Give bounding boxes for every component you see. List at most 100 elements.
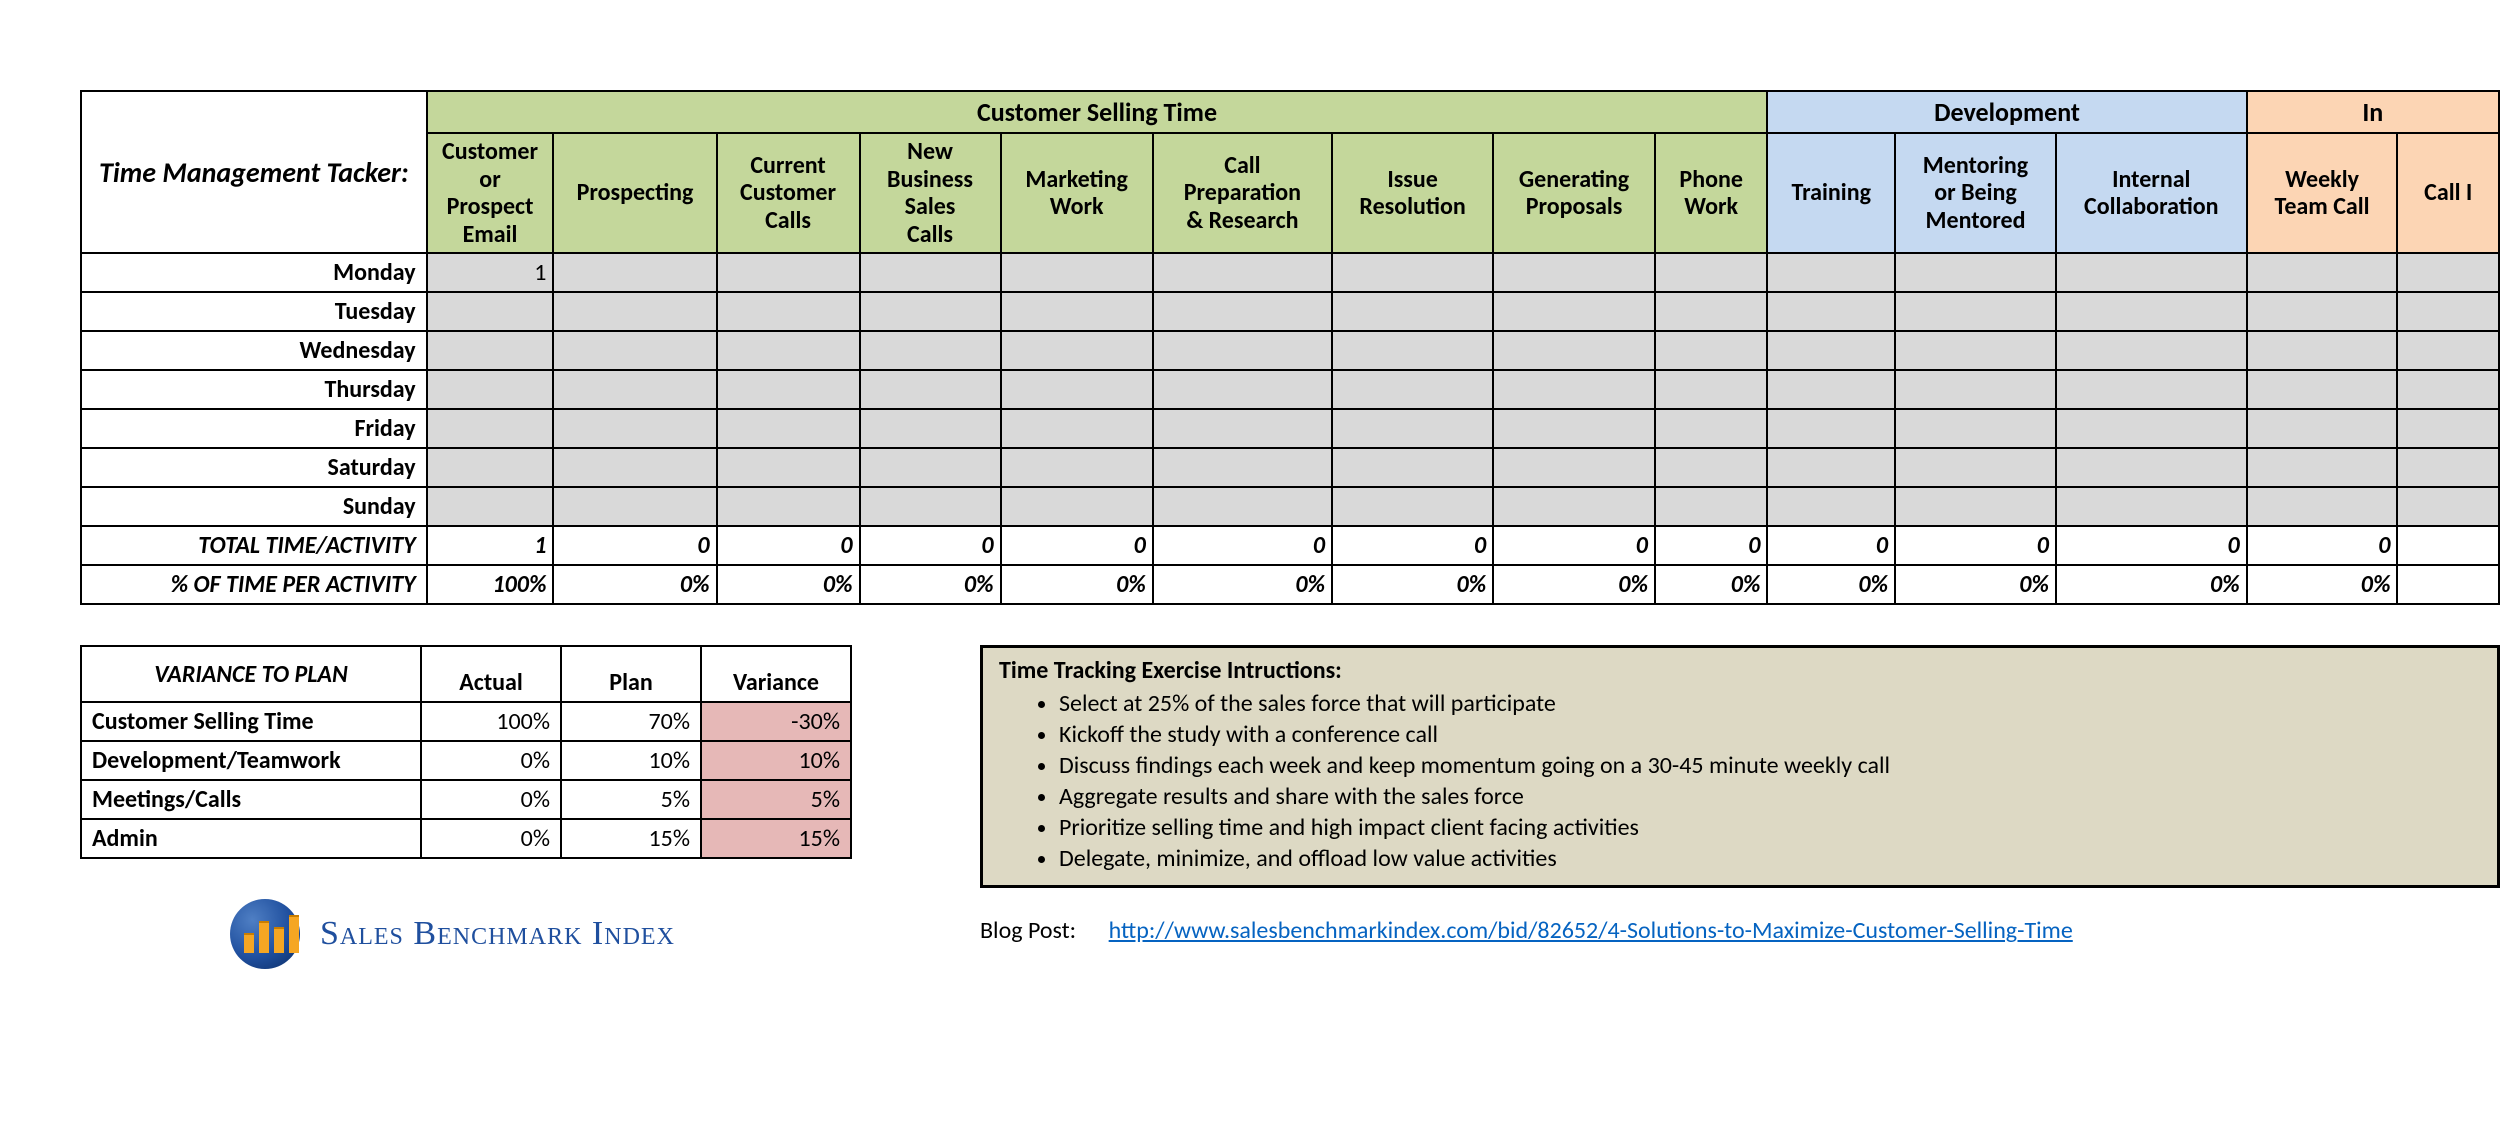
data-cell[interactable] — [1767, 253, 1895, 292]
data-cell[interactable] — [2056, 448, 2247, 487]
data-cell[interactable] — [1493, 253, 1655, 292]
data-cell[interactable] — [2056, 292, 2247, 331]
data-cell[interactable] — [1153, 370, 1332, 409]
data-cell[interactable] — [2056, 370, 2247, 409]
data-cell[interactable] — [1153, 331, 1332, 370]
data-cell[interactable] — [717, 409, 860, 448]
data-cell[interactable] — [717, 487, 860, 526]
data-cell[interactable] — [1493, 331, 1655, 370]
data-cell[interactable] — [1332, 448, 1493, 487]
data-cell[interactable] — [860, 370, 1001, 409]
data-cell[interactable] — [553, 253, 716, 292]
data-cell[interactable] — [1655, 253, 1767, 292]
data-cell[interactable] — [1001, 487, 1153, 526]
data-cell[interactable] — [1895, 370, 2056, 409]
data-cell[interactable] — [1001, 448, 1153, 487]
data-cell[interactable] — [1332, 331, 1493, 370]
data-cell[interactable] — [1895, 448, 2056, 487]
data-cell[interactable] — [1153, 448, 1332, 487]
data-cell[interactable] — [2247, 331, 2398, 370]
data-cell[interactable] — [1001, 409, 1153, 448]
data-cell[interactable] — [1332, 292, 1493, 331]
data-cell[interactable] — [1493, 292, 1655, 331]
data-cell[interactable] — [1895, 487, 2056, 526]
data-cell[interactable] — [1153, 409, 1332, 448]
data-cell[interactable] — [1153, 292, 1332, 331]
data-cell[interactable] — [553, 331, 716, 370]
data-cell[interactable] — [1655, 370, 1767, 409]
data-cell[interactable] — [1001, 331, 1153, 370]
data-cell[interactable] — [717, 253, 860, 292]
data-cell[interactable] — [1153, 253, 1332, 292]
data-cell[interactable] — [2397, 370, 2499, 409]
data-cell[interactable] — [2397, 292, 2499, 331]
data-cell[interactable] — [553, 448, 716, 487]
data-cell[interactable] — [427, 409, 554, 448]
data-cell[interactable] — [2056, 409, 2247, 448]
data-cell[interactable] — [2056, 331, 2247, 370]
data-cell[interactable] — [2397, 253, 2499, 292]
data-cell[interactable] — [1332, 487, 1493, 526]
data-cell[interactable] — [2397, 448, 2499, 487]
data-cell[interactable] — [1332, 370, 1493, 409]
data-cell[interactable] — [2247, 292, 2398, 331]
data-cell[interactable] — [1493, 448, 1655, 487]
data-cell[interactable] — [860, 409, 1001, 448]
data-cell[interactable]: 1 — [427, 253, 554, 292]
data-cell[interactable] — [1001, 292, 1153, 331]
data-cell[interactable] — [1493, 409, 1655, 448]
data-cell[interactable] — [2397, 331, 2499, 370]
data-cell[interactable] — [1767, 487, 1895, 526]
data-cell[interactable] — [1493, 487, 1655, 526]
data-cell[interactable] — [553, 370, 716, 409]
data-cell[interactable] — [427, 292, 554, 331]
data-cell[interactable] — [1767, 292, 1895, 331]
data-cell[interactable] — [1767, 448, 1895, 487]
data-cell[interactable] — [1895, 292, 2056, 331]
data-cell[interactable] — [1493, 370, 1655, 409]
data-cell[interactable] — [553, 487, 716, 526]
data-cell[interactable] — [2247, 370, 2398, 409]
variance-col-header: Actual — [421, 646, 561, 702]
data-cell[interactable] — [1767, 370, 1895, 409]
data-cell[interactable] — [2056, 253, 2247, 292]
data-cell[interactable] — [2247, 487, 2398, 526]
data-cell[interactable] — [1655, 409, 1767, 448]
data-cell[interactable] — [2247, 448, 2398, 487]
data-cell[interactable] — [427, 448, 554, 487]
data-cell[interactable] — [2397, 487, 2499, 526]
blog-link[interactable]: http://www.salesbenchmarkindex.com/bid/8… — [1109, 916, 2073, 945]
data-cell[interactable] — [717, 292, 860, 331]
data-cell[interactable] — [717, 370, 860, 409]
data-cell[interactable] — [1895, 331, 2056, 370]
data-cell[interactable] — [860, 292, 1001, 331]
data-cell[interactable] — [1001, 253, 1153, 292]
data-cell[interactable] — [1655, 448, 1767, 487]
data-cell[interactable] — [860, 487, 1001, 526]
data-cell[interactable] — [1655, 292, 1767, 331]
data-cell[interactable] — [860, 253, 1001, 292]
data-cell[interactable] — [717, 448, 860, 487]
data-cell[interactable] — [427, 370, 554, 409]
data-cell[interactable] — [553, 409, 716, 448]
data-cell[interactable] — [717, 331, 860, 370]
data-cell[interactable] — [427, 487, 554, 526]
data-cell[interactable] — [860, 448, 1001, 487]
data-cell[interactable] — [1767, 331, 1895, 370]
data-cell[interactable] — [860, 331, 1001, 370]
data-cell[interactable] — [1767, 409, 1895, 448]
data-cell[interactable] — [2247, 253, 2398, 292]
data-cell[interactable] — [1895, 253, 2056, 292]
data-cell[interactable] — [553, 292, 716, 331]
data-cell[interactable] — [1153, 487, 1332, 526]
data-cell[interactable] — [2247, 409, 2398, 448]
data-cell[interactable] — [2397, 409, 2499, 448]
data-cell[interactable] — [1895, 409, 2056, 448]
data-cell[interactable] — [427, 331, 554, 370]
data-cell[interactable] — [1655, 487, 1767, 526]
data-cell[interactable] — [1001, 370, 1153, 409]
data-cell[interactable] — [1655, 331, 1767, 370]
data-cell[interactable] — [1332, 253, 1493, 292]
data-cell[interactable] — [1332, 409, 1493, 448]
data-cell[interactable] — [2056, 487, 2247, 526]
